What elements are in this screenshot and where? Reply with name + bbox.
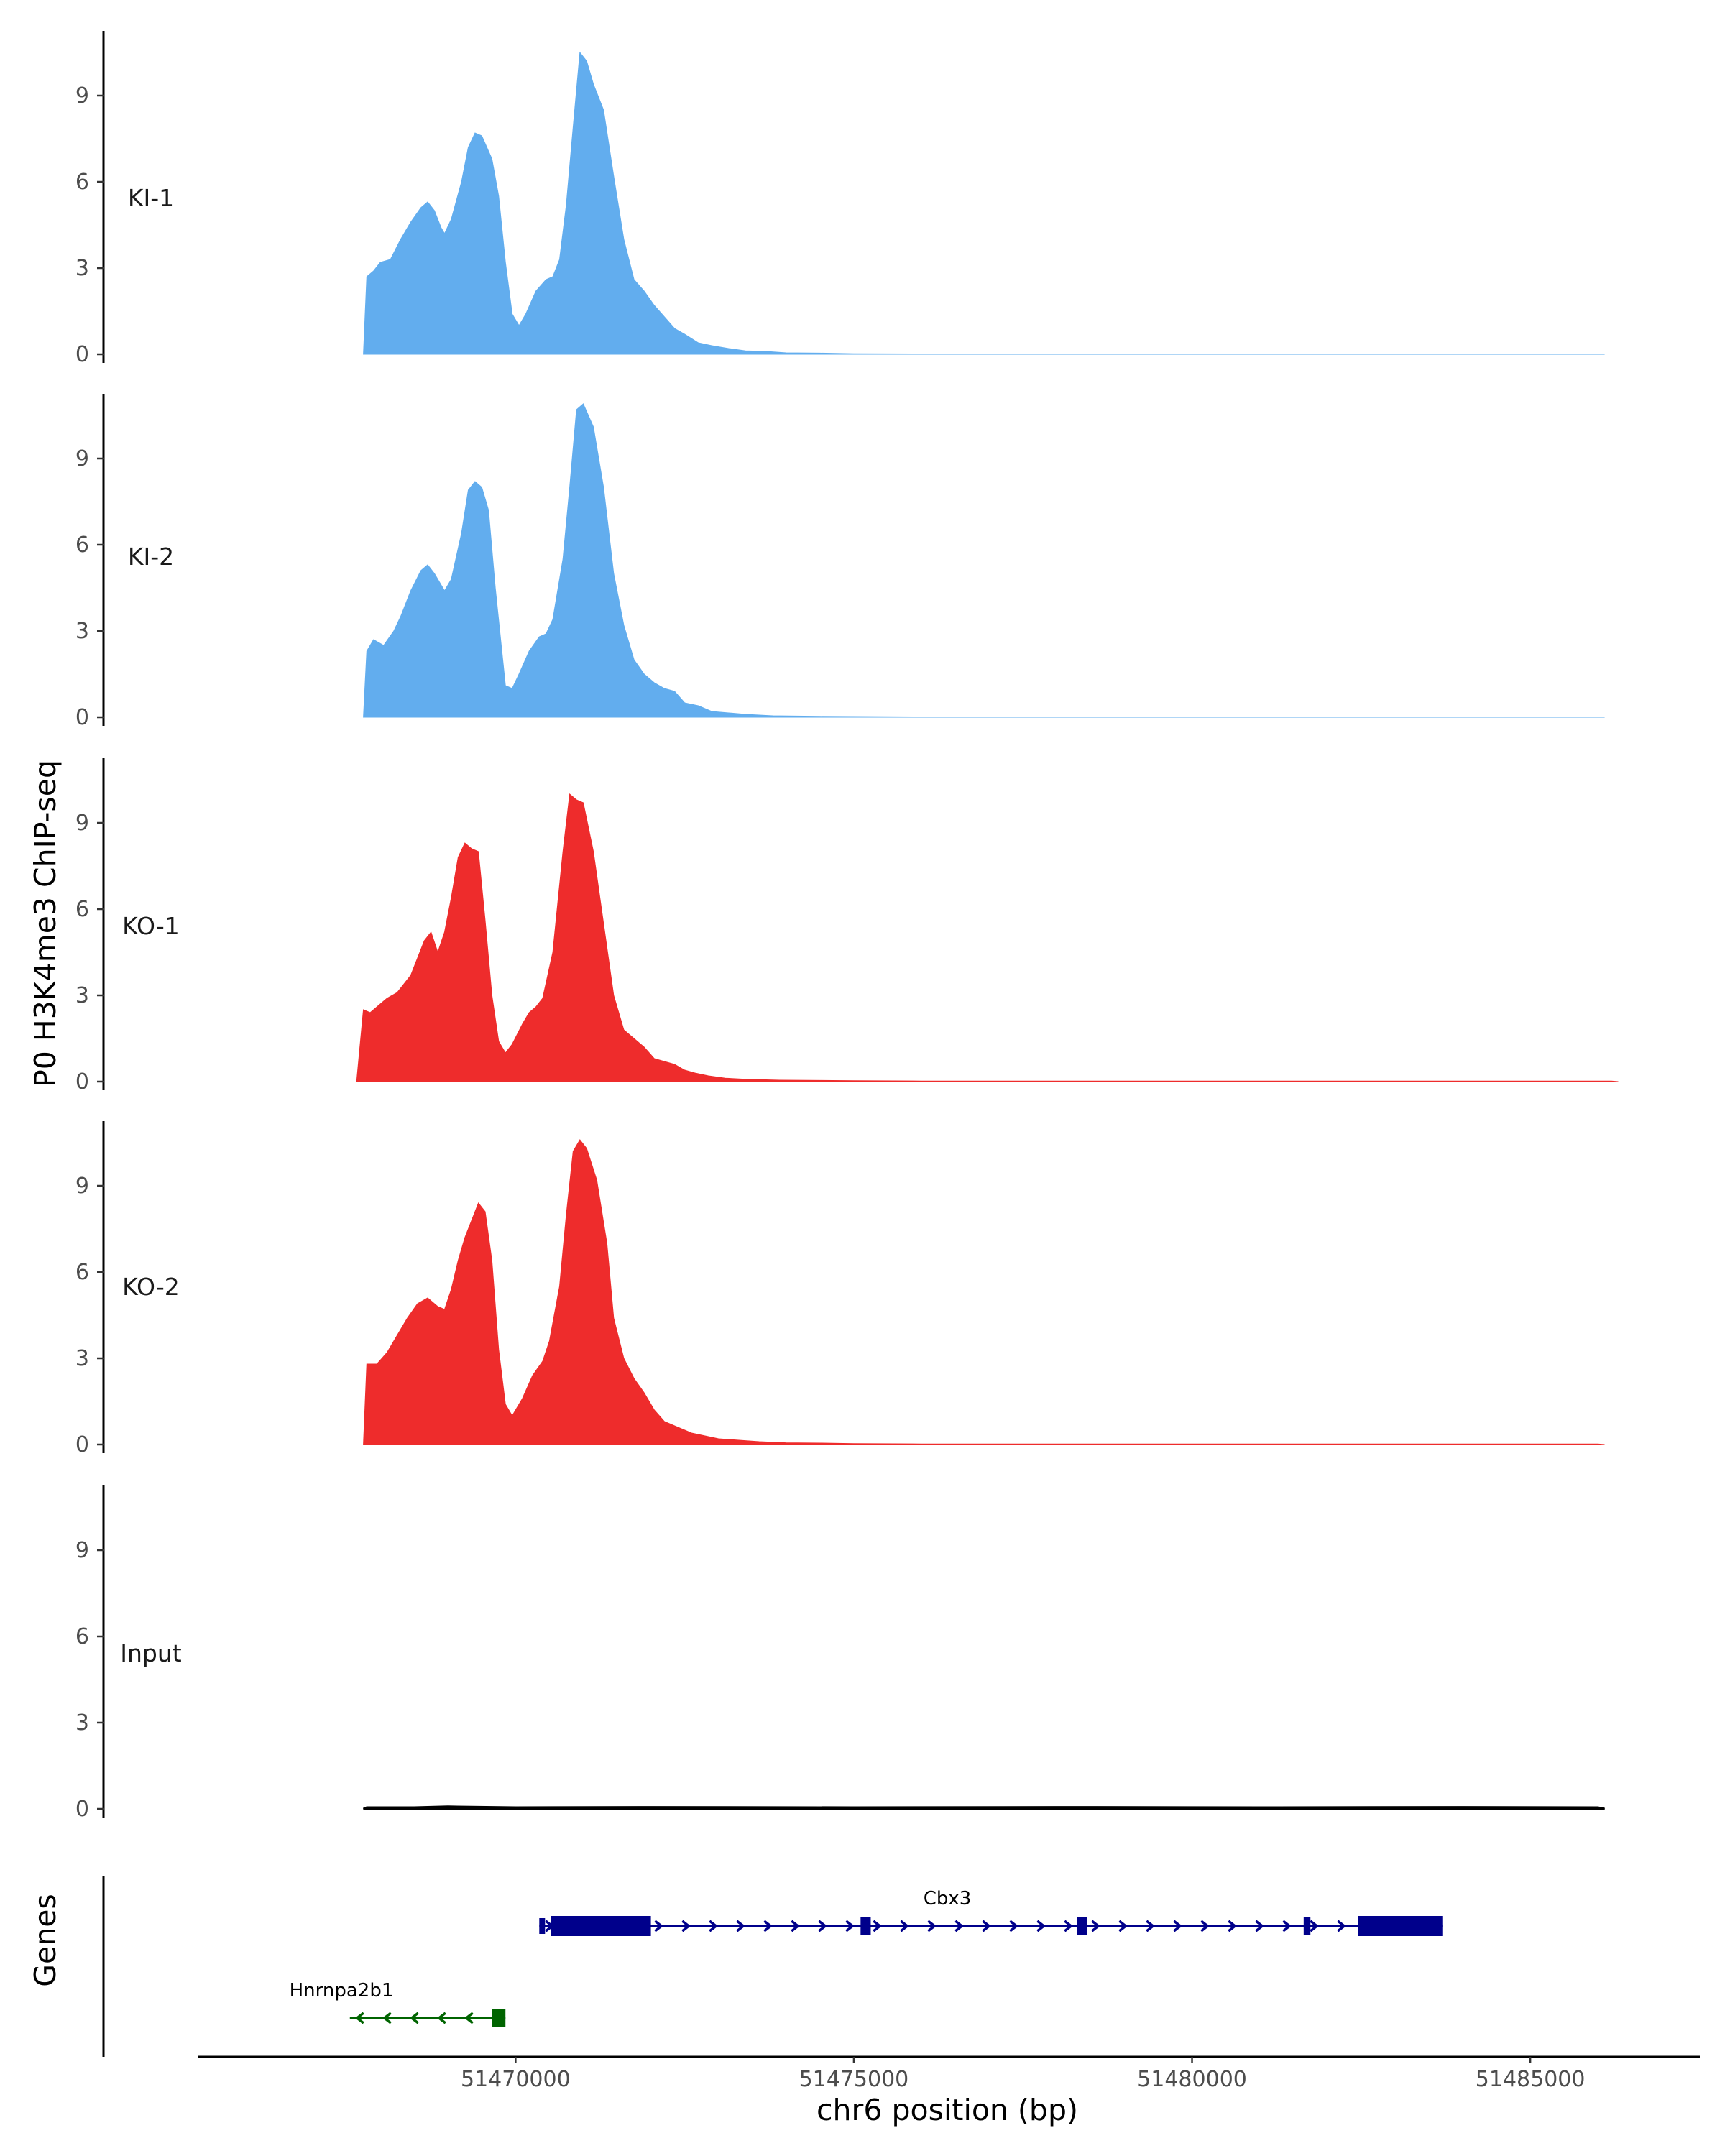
y-tick-label: 0 — [75, 1069, 89, 1095]
strand-arrow — [1036, 1920, 1046, 1932]
strand-arrow — [900, 1920, 910, 1932]
strand-arrow — [1200, 1920, 1210, 1932]
strand-arrow — [1282, 1920, 1292, 1932]
coverage-tracks: 0 3 6 9 KI-1 0 3 6 9 KI-2 0 3 6 9 KO-1 0 3 6 9 KO-2 0 3 6 9 Inpu… — [75, 31, 1619, 1822]
track-label-ko-1: KO-1 — [122, 912, 180, 940]
x-axis: 51470000 51475000 51480000 51485000 — [198, 2055, 1700, 2092]
track-label-ki-2: KI-2 — [128, 543, 174, 571]
gene-exon — [1303, 1917, 1311, 1935]
strand-arrow — [354, 2012, 364, 2024]
track-panel-input: 0 3 6 9 Input — [75, 1485, 1605, 1822]
strand-arrow — [1255, 1920, 1265, 1932]
strand-arrow — [464, 2012, 474, 2024]
strand-arrow — [409, 2012, 419, 2024]
genes-panel-title: Genes — [28, 1894, 63, 1987]
y-tick-label: 0 — [75, 705, 89, 730]
x-tick-label: 51475000 — [799, 2067, 909, 2092]
gene-exon — [1077, 1917, 1087, 1935]
strand-arrow — [1173, 1920, 1183, 1932]
y-tick-label: 9 — [75, 1174, 89, 1199]
strand-arrow — [763, 1920, 773, 1932]
y-tick-label: 6 — [75, 1260, 89, 1285]
gene-exon — [492, 2009, 506, 2027]
gene-cbx3: Cbx3 — [539, 1888, 1443, 1936]
y-tick-label: 6 — [75, 1624, 89, 1649]
track-label-input: Input — [120, 1639, 182, 1667]
y-tick-label: 6 — [75, 170, 89, 195]
strand-arrow — [1337, 1920, 1347, 1932]
strand-arrow — [382, 2012, 392, 2024]
strand-arrow — [654, 1920, 664, 1932]
gene-annotation-panel: Cbx3 Hnrnpa2b1 — [102, 1876, 1443, 2057]
coverage-area-ki-1 — [363, 51, 1605, 355]
strand-arrow — [845, 1920, 855, 1932]
y-tick-label: 0 — [75, 342, 89, 367]
y-tick-label: 9 — [75, 1538, 89, 1563]
strand-arrow — [709, 1920, 719, 1932]
strand-arrow — [436, 2012, 446, 2024]
strand-arrow — [982, 1920, 992, 1932]
strand-arrow — [1146, 1920, 1156, 1932]
track-label-ko-2: KO-2 — [122, 1273, 180, 1301]
gene-exon — [1358, 1916, 1443, 1936]
gene-hnrnpa2b1: Hnrnpa2b1 — [290, 1980, 506, 2027]
track-panel-ko-1: 0 3 6 9 KO-1 — [75, 758, 1619, 1095]
strand-arrow — [1091, 1920, 1101, 1932]
strand-arrow — [1064, 1920, 1074, 1932]
y-tick-label: 9 — [75, 83, 89, 109]
y-tick-label: 3 — [75, 1346, 89, 1371]
gene-exon — [551, 1916, 651, 1936]
y-tick-label: 3 — [75, 1710, 89, 1736]
strand-arrow — [954, 1920, 965, 1932]
strand-arrow — [1009, 1920, 1019, 1932]
x-tick-label: 51470000 — [461, 2067, 571, 2092]
y-axis-title: P0 H3K4me3 ChIP-seq — [28, 760, 63, 1087]
strand-arrow — [1310, 1920, 1320, 1932]
coverage-area-input — [363, 1805, 1605, 1810]
gene-exon — [539, 1918, 546, 1934]
x-tick-label: 51480000 — [1137, 2067, 1247, 2092]
strand-arrow — [736, 1920, 746, 1932]
y-tick-label: 3 — [75, 983, 89, 1008]
y-tick-label: 3 — [75, 256, 89, 281]
strand-arrow — [681, 1920, 691, 1932]
coverage-area-ko-2 — [363, 1139, 1605, 1445]
gene-exon — [860, 1917, 871, 1935]
strand-arrow — [818, 1920, 828, 1932]
x-axis-title: chr6 position (bp) — [816, 2093, 1078, 2127]
strand-arrow — [1118, 1920, 1128, 1932]
track-panel-ki-1: 0 3 6 9 KI-1 — [75, 31, 1605, 367]
y-tick-label: 0 — [75, 1432, 89, 1457]
y-tick-label: 0 — [75, 1797, 89, 1822]
strand-arrow — [873, 1920, 883, 1932]
gene-name-label: Hnrnpa2b1 — [290, 1980, 394, 2001]
track-label-ki-1: KI-1 — [128, 184, 174, 212]
y-tick-label: 3 — [75, 619, 89, 644]
gene-name-label: Cbx3 — [924, 1888, 972, 1909]
track-panel-ko-2: 0 3 6 9 KO-2 — [75, 1121, 1605, 1457]
strand-arrow — [791, 1920, 801, 1932]
strand-arrow — [1228, 1920, 1238, 1932]
coverage-area-ki-2 — [363, 403, 1605, 718]
y-tick-label: 9 — [75, 811, 89, 836]
y-tick-label: 6 — [75, 533, 89, 558]
x-tick-label: 51485000 — [1476, 2067, 1586, 2092]
track-panel-ki-2: 0 3 6 9 KI-2 — [75, 394, 1605, 730]
y-tick-label: 9 — [75, 446, 89, 471]
y-tick-label: 6 — [75, 897, 89, 922]
coverage-area-ko-1 — [356, 793, 1619, 1082]
strand-arrow — [927, 1920, 937, 1932]
